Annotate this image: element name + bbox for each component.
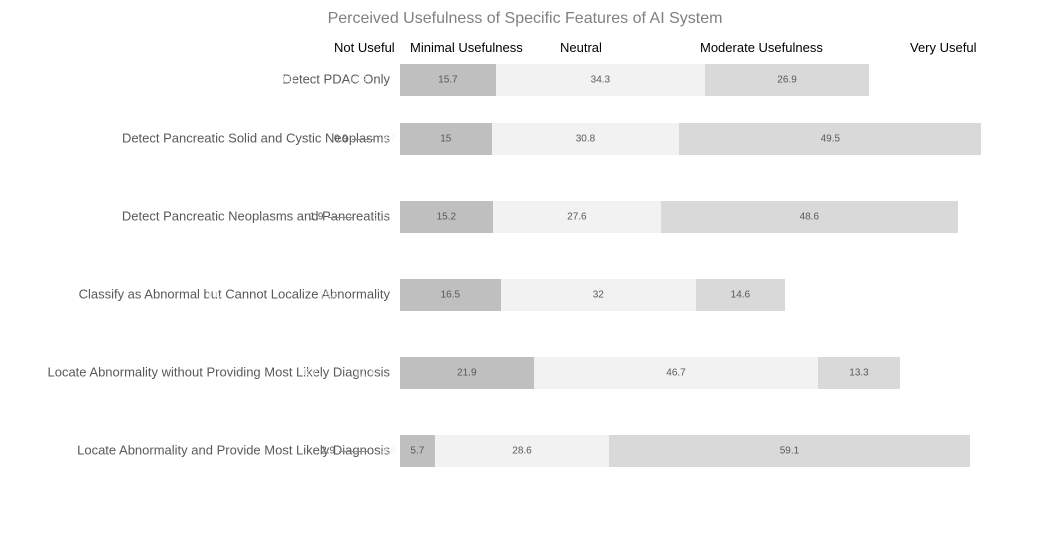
value-label: 6.7 [373,212,387,223]
value-label: 34.3 [591,75,610,86]
value-label: 13.9 [348,75,367,86]
value-label: 14.6 [731,290,750,301]
header-row: Not Useful Minimal Usefulness Neutral Moder… [0,40,1050,60]
row-label: Detect PDAC Only [282,72,390,89]
value-label: 23.3 [319,290,338,301]
header-neutral: Neutral [560,40,602,55]
value-label: 21.9 [457,368,476,379]
header-very: Very Useful [910,40,976,55]
value-label: 9.3 [280,75,294,86]
chart-row: Detect Pancreatic Neoplasms and Pancreat… [0,178,1050,256]
value-label: 28.6 [512,446,531,457]
chart-row: Locate Abnormality without Providing Mos… [0,334,1050,412]
value-label: 49.5 [821,134,840,145]
chart-area: Not Useful Minimal Usefulness Neutral Moder… [0,40,1050,530]
value-label: 3.7 [382,134,396,145]
value-label: 15.7 [438,75,457,86]
chart-row: Detect Pancreatic Solid and Cystic Neopl… [0,100,1050,178]
header-minimal: Minimal Usefulness [410,40,523,55]
chart-row: Detect PDAC Only13.9 9.3 15.7 34.3 26.9 [0,60,1050,100]
row-label: Classify as Abnormal but Cannot Localize… [79,287,390,304]
row-label: Detect Pancreatic Solid and Cystic Neopl… [122,131,390,148]
value-label: 27.6 [567,212,586,223]
chart-row: Locate Abnormality and Provide Most Like… [0,412,1050,490]
value-label: 3.8 [381,446,395,457]
value-label: 32 [593,290,604,301]
value-label: 15.2 [437,212,456,223]
chart-row: Classify as Abnormal but Cannot Localize… [0,256,1050,334]
value-label: 15 [440,134,451,145]
value-label: 5.7 [410,446,424,457]
value-label: 46.7 [666,368,685,379]
value-label-external: 1.9 [310,212,324,223]
value-label: 59.1 [780,446,799,457]
value-label: 26.9 [777,75,796,86]
value-label-external: 2.9 [321,446,335,457]
value-label: 11.4 [356,368,375,379]
value-label: 16.5 [441,290,460,301]
chart-title: Perceived Usefulness of Specific Feature… [0,10,1050,28]
header-not_useful: Not Useful [334,40,395,55]
value-label-external: 0.9 [334,134,348,145]
value-label: 48.6 [800,212,819,223]
value-label: 30.8 [576,134,595,145]
value-label: 13.3 [849,368,868,379]
header-moderate: Moderate Usefulness [700,40,823,55]
value-label: 13.6 [207,290,226,301]
row-label: Locate Abnormality without Providing Mos… [47,365,390,382]
value-label: 6.7 [303,368,317,379]
